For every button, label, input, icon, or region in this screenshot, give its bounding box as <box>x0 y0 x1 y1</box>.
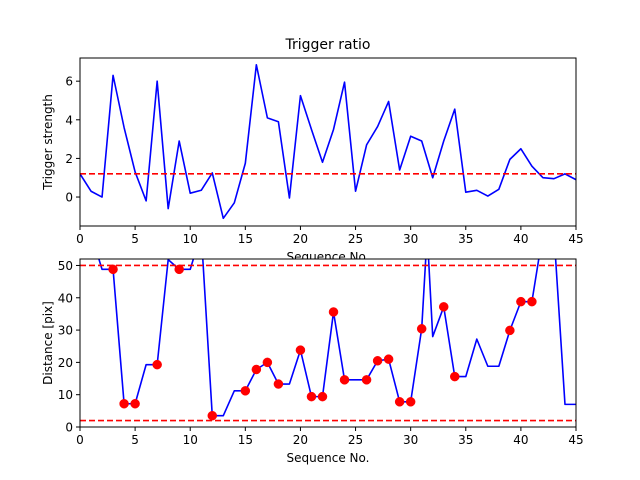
bottom-marker-point <box>339 375 350 385</box>
bottom-marker-point <box>130 398 140 409</box>
bottom-marker-point <box>306 391 317 402</box>
bottom-marker-point <box>505 325 515 336</box>
top-series-line <box>80 63 576 220</box>
bottom-x-axis-label: Sequence No. <box>287 451 370 465</box>
bottom-marker-point <box>438 302 449 312</box>
bottom-marker-point <box>383 354 394 364</box>
bottom-marker-point <box>328 307 339 317</box>
top-y-tick-label: 0 <box>65 191 73 205</box>
bottom-x-tick-label: 40 <box>513 433 528 447</box>
bottom-marker-point <box>405 397 416 407</box>
bottom-x-tick-label: 35 <box>458 433 473 447</box>
bottom-x-tick-label: 45 <box>568 433 583 447</box>
bottom-y-tick-label: 10 <box>58 388 73 402</box>
bottom-marker-point <box>152 359 162 370</box>
top-chart-title: Trigger ratio <box>284 37 370 53</box>
top-y-tick-label: 6 <box>65 75 73 89</box>
bottom-x-tick-label: 0 <box>76 433 84 447</box>
top-x-tick-label: 15 <box>238 232 253 246</box>
bottom-y-axis-label: Distance [pix] <box>41 301 55 385</box>
bottom-x-tick-label: 5 <box>131 433 139 447</box>
bottom-marker-point <box>273 379 284 389</box>
bottom-plot-area <box>80 259 576 422</box>
bottom-marker-point <box>262 357 273 368</box>
bottom-marker-point <box>251 364 262 375</box>
top-x-tick-label: 45 <box>568 232 583 246</box>
bottom-x-tick-label: 25 <box>348 433 363 447</box>
bottom-chart-panel: 0 5 10 15 20 25 30 35 40 45 0 10 20 30 40 50 Sequence No… <box>41 258 584 465</box>
bottom-marker-point <box>119 398 129 409</box>
bottom-marker-point <box>108 264 118 275</box>
top-y-axis-label: Trigger strength <box>41 94 55 191</box>
bottom-marker-point <box>207 410 218 421</box>
bottom-axes-frame <box>79 258 577 428</box>
bottom-x-tick-label: 15 <box>238 433 253 447</box>
bottom-marker-point <box>295 345 306 355</box>
top-axes-frame <box>79 57 577 227</box>
bottom-x-tick-label: 20 <box>293 433 308 447</box>
top-x-tick-label: 5 <box>131 232 139 246</box>
bottom-marker-point <box>174 264 184 275</box>
bottom-marker-point <box>527 296 537 307</box>
top-x-tick-label: 10 <box>183 232 198 246</box>
bottom-marker-point <box>372 356 383 366</box>
bottom-y-tick-label: 20 <box>58 356 73 370</box>
bottom-marker-point <box>240 386 251 396</box>
bottom-y-tick-label: 40 <box>58 291 73 305</box>
top-x-tick-label: 35 <box>458 232 473 246</box>
bottom-y-tick-label: 30 <box>58 324 73 338</box>
bottom-y-tick-label: 50 <box>58 259 73 273</box>
bottom-marker-point <box>416 324 427 334</box>
bottom-x-tick-label: 30 <box>403 433 418 447</box>
top-x-tick-label: 20 <box>293 232 308 246</box>
bottom-axes-background <box>80 259 576 427</box>
top-x-tick-label: 0 <box>76 232 84 246</box>
top-x-tick-label: 30 <box>403 232 418 246</box>
bottom-x-tick-label: 10 <box>183 433 198 447</box>
bottom-marker-point <box>516 296 526 307</box>
top-plot-area <box>80 63 576 220</box>
top-x-tick-label: 40 <box>513 232 528 246</box>
bottom-marker-point <box>450 371 460 382</box>
bottom-marker-point <box>394 397 405 407</box>
top-y-tick-label: 2 <box>65 152 73 166</box>
bottom-y-tick-label: 0 <box>65 421 73 435</box>
top-x-tick-label: 25 <box>348 232 363 246</box>
top-y-tick-label: 4 <box>65 113 73 127</box>
bottom-marker-point <box>361 375 372 385</box>
bottom-marker-point <box>317 391 328 402</box>
